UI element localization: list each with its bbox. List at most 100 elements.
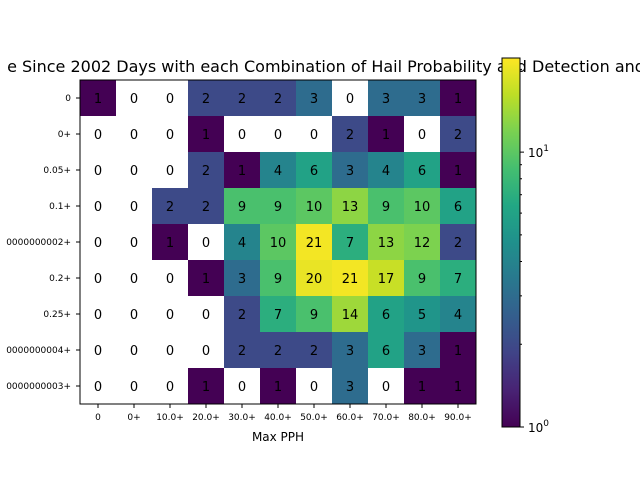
heatmap-cell (440, 188, 476, 224)
cell-value-label: 0 (310, 128, 318, 143)
heatmap-cell (188, 80, 224, 116)
cell-value-label: 3 (346, 380, 354, 395)
y-tick-label: 0.1+ (49, 202, 71, 212)
cell-value-label: 4 (454, 308, 462, 323)
x-tick-label: 90.0+ (444, 413, 472, 423)
cell-value-label: 0 (166, 92, 174, 107)
y-tick-label: 0+ (58, 130, 71, 140)
heatmap-cell (404, 260, 440, 296)
x-tick-label: 50.0+ (300, 413, 328, 423)
cell-value-label: 1 (166, 236, 174, 251)
colorbar-tick-label: 101 (528, 144, 549, 160)
heatmap-cell (332, 152, 368, 188)
y-axis: 0 0+ 0.05+ 0.1+ 0000000002+ 0.2+ 0.25+ 00000000… (6, 94, 80, 392)
cell-value-label: 0 (130, 128, 138, 143)
heatmap-cell (332, 368, 368, 404)
chart-title: e Since 2002 Days with each Combination … (7, 57, 640, 76)
cell-value-label: 0 (166, 128, 174, 143)
heatmap-cell (404, 152, 440, 188)
cell-value-label: 1 (202, 128, 210, 143)
y-tick-label: 0000000004+ (6, 346, 71, 356)
cell-value-label: 0 (274, 128, 282, 143)
cell-value-label: 2 (274, 92, 282, 107)
heatmap-cell (332, 116, 368, 152)
heatmap-cell (404, 296, 440, 332)
cell-value-label: 6 (382, 308, 390, 323)
cell-value-label: 0 (382, 380, 390, 395)
heatmap-cell (404, 80, 440, 116)
cell-value-label: 0 (94, 380, 102, 395)
cell-value-label: 1 (274, 380, 282, 395)
x-axis: 0 0+ 10.0+ 20.0+ 30.0+ 40.0+ 50.0+ 60.0+ 70.0+ 80… (95, 404, 472, 423)
heatmap-cell (296, 332, 332, 368)
heatmap-cell (440, 116, 476, 152)
heatmap-cell (332, 260, 368, 296)
cell-value-label: 0 (346, 92, 354, 107)
cell-value-label: 0 (94, 200, 102, 215)
y-tick-label: 0000000002+ (6, 238, 71, 248)
x-tick-label: 0+ (127, 413, 140, 423)
cell-value-label: 2 (454, 128, 462, 143)
heatmap-cells: 1 0 0 2 2 2 3 0 3 3 10 0 0 1 0 0 0 2 1 0 20 0 0 2 1 4 6 3 4 6 10 0 2 2 9 9 1… (80, 80, 476, 404)
cell-value-label: 3 (382, 92, 390, 107)
cell-value-label: 0 (130, 92, 138, 107)
cell-value-label: 0 (94, 236, 102, 251)
heatmap-cell (224, 224, 260, 260)
cell-value-label: 0 (130, 236, 138, 251)
cell-value-label: 0 (166, 380, 174, 395)
y-tick-label: 0.05+ (43, 166, 71, 176)
cell-value-label: 1 (454, 92, 462, 107)
heatmap-cell (368, 296, 404, 332)
cell-value-label: 7 (454, 272, 462, 287)
cell-value-label: 12 (414, 236, 431, 251)
y-tick-label: 0000000003+ (6, 382, 71, 392)
cell-value-label: 3 (418, 344, 426, 359)
heatmap-cell (368, 80, 404, 116)
heatmap-cell (440, 296, 476, 332)
y-tick-label: 0.25+ (43, 310, 71, 320)
heatmap-cell (188, 368, 224, 404)
heatmap-cell (332, 224, 368, 260)
cell-value-label: 0 (94, 164, 102, 179)
cell-value-label: 6 (382, 344, 390, 359)
heatmap-cell (404, 224, 440, 260)
colorbar-tick-label: 100 (528, 419, 549, 435)
heatmap-cell (296, 188, 332, 224)
heatmap-cell (224, 80, 260, 116)
heatmap-cell (440, 368, 476, 404)
colorbar-gradient (501, 57, 521, 428)
heatmap-cell (440, 260, 476, 296)
heatmap-cell (404, 332, 440, 368)
cell-value-label: 17 (378, 272, 395, 287)
heatmap-cell (188, 152, 224, 188)
cell-value-label: 4 (274, 164, 282, 179)
heatmap-cell (260, 260, 296, 296)
heatmap-cell (260, 332, 296, 368)
heatmap-cell (368, 224, 404, 260)
cell-value-label: 2 (346, 128, 354, 143)
x-tick-label: 0 (95, 413, 101, 423)
cell-value-label: 2 (166, 200, 174, 215)
cell-value-label: 13 (342, 200, 359, 215)
heatmap-cell (224, 188, 260, 224)
cell-value-label: 6 (454, 200, 462, 215)
cell-value-label: 10 (306, 200, 323, 215)
x-tick-label: 20.0+ (192, 413, 220, 423)
heatmap-cell (332, 296, 368, 332)
cell-value-label: 1 (454, 380, 462, 395)
cell-value-label: 13 (378, 236, 395, 251)
cell-value-label: 3 (346, 344, 354, 359)
cell-value-label: 0 (94, 308, 102, 323)
heatmap-cell (368, 188, 404, 224)
cell-value-label: 0 (202, 308, 210, 323)
cell-value-label: 0 (130, 164, 138, 179)
cell-value-label: 9 (274, 200, 282, 215)
x-tick-label: 80.0+ (408, 413, 436, 423)
heatmap-cell (368, 260, 404, 296)
heatmap-cell (224, 260, 260, 296)
cell-value-label: 20 (306, 272, 323, 287)
cell-value-label: 0 (166, 164, 174, 179)
cell-value-label: 1 (418, 380, 426, 395)
cell-value-label: 2 (310, 344, 318, 359)
heatmap-cell (224, 152, 260, 188)
